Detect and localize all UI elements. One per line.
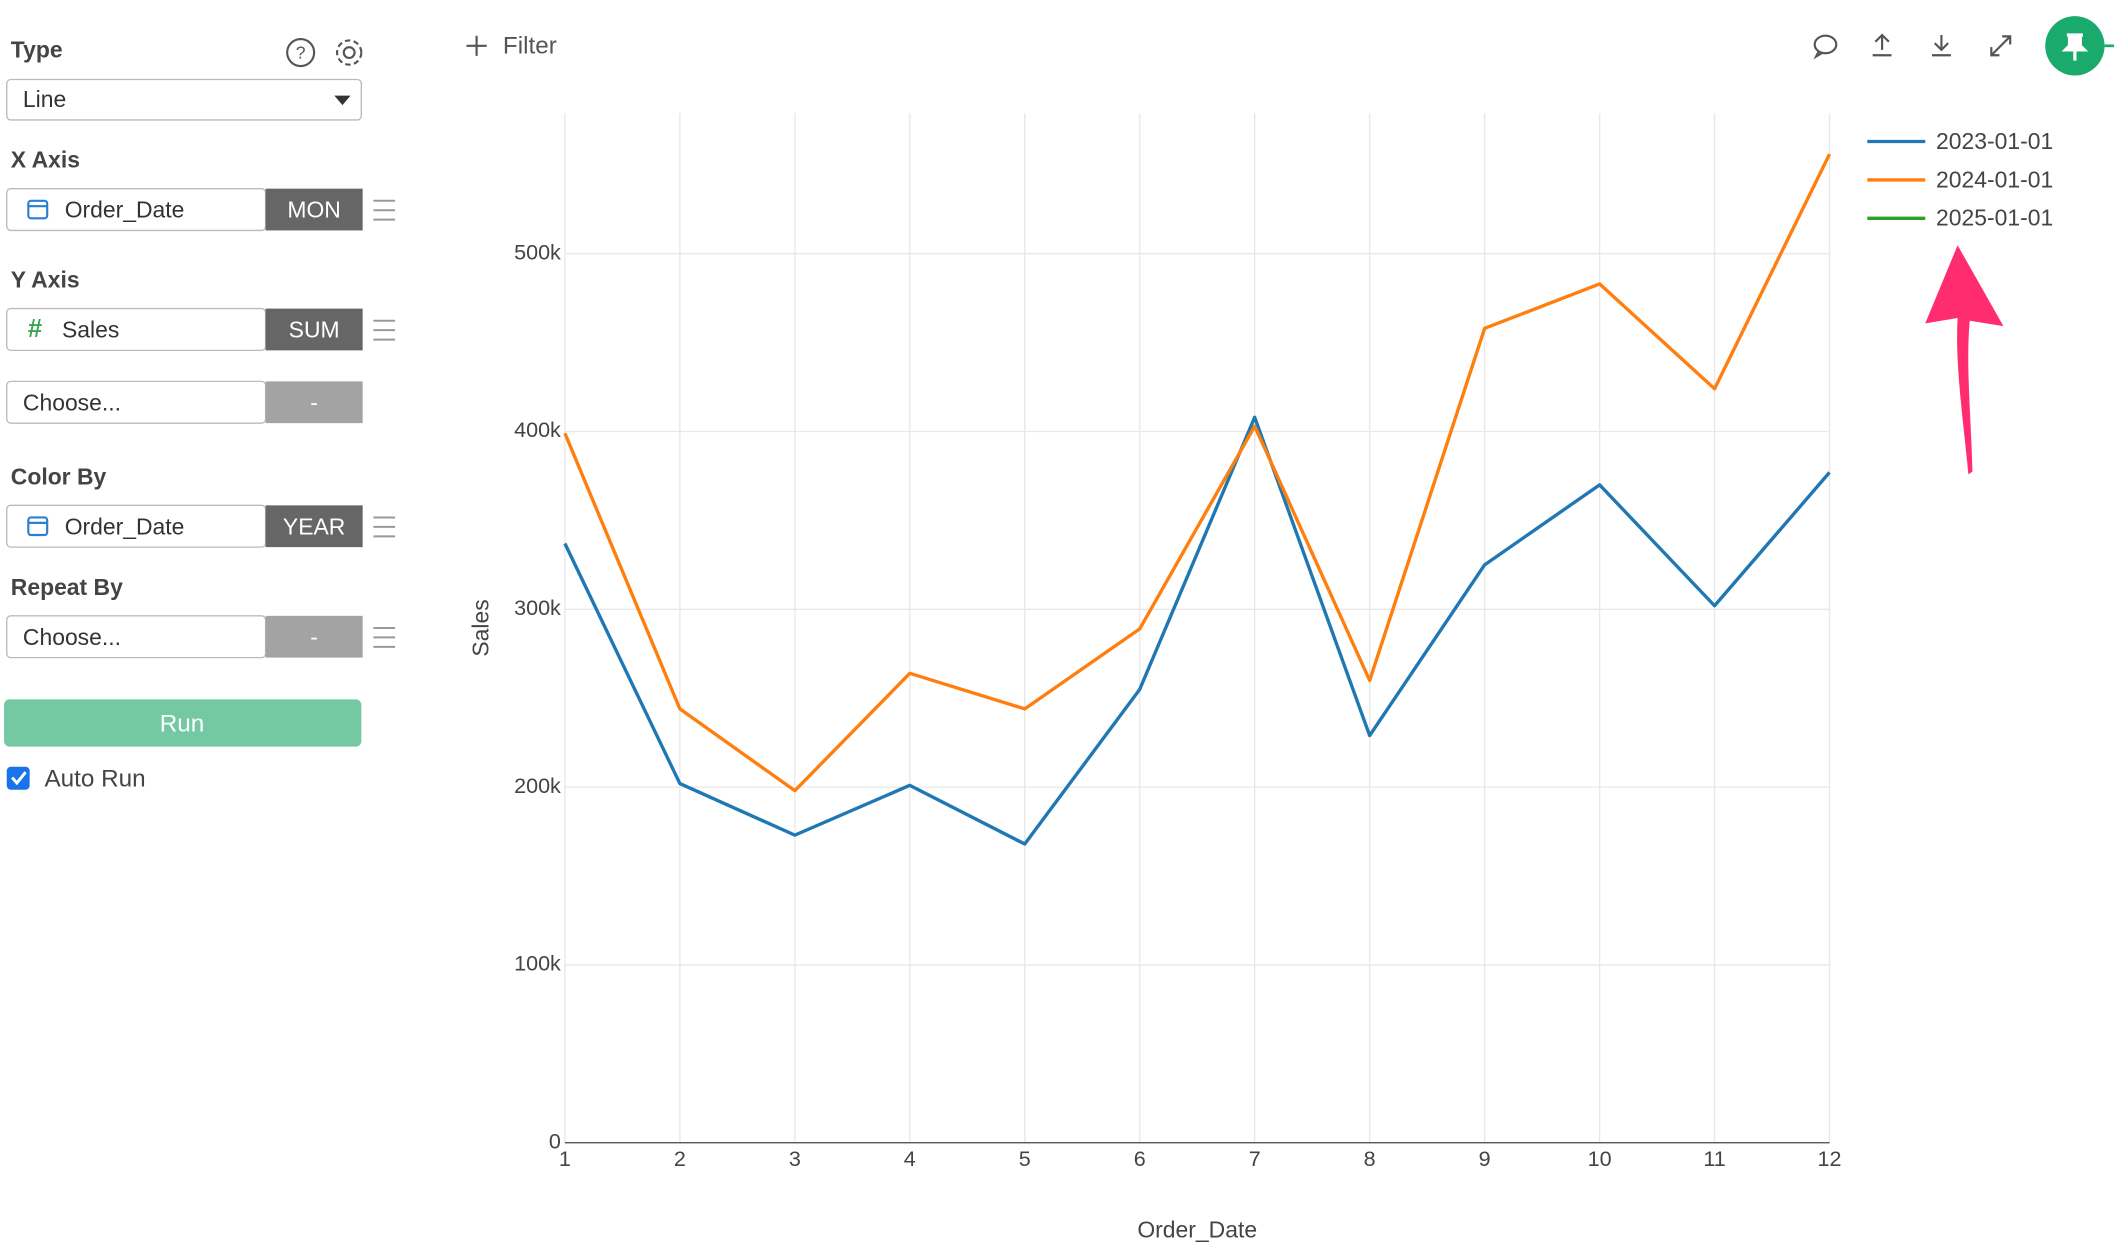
repeat-agg[interactable]: - [265,615,363,658]
label: X Axis [11,147,80,173]
agg: MON [287,197,340,223]
pin-button[interactable] [2045,16,2114,76]
y-tick-label: 500k [514,239,561,264]
label: Type [11,36,63,62]
y-tick-label: 0 [549,1128,561,1153]
legend-label: 2024-01-01 [1936,166,2053,192]
x-axis-title: Order_Date [1137,1217,1257,1243]
y-field[interactable]: # Sales [6,307,267,352]
y-agg[interactable]: SUM [265,308,363,351]
x-tick-label: 2 [674,1146,686,1171]
y-axis-title: Sales [468,599,494,656]
drag-handle[interactable] [373,319,396,341]
filter-button[interactable]: Filter [466,33,557,60]
auto-run-checkbox[interactable] [6,766,30,790]
plot: 1 2 3 4 5 6 7 8 9 10 11 120100k200k300k400k500k2023… [514,113,2053,1171]
x-tick-label: 5 [1019,1146,1031,1171]
field-name: Choose... [23,624,121,650]
series-line [563,415,1831,846]
y-tick-label: 100k [514,951,561,976]
x-tick-label: 8 [1364,1146,1376,1171]
x-tick-label: 4 [904,1146,916,1171]
select-value: Line [23,86,66,112]
comment-icon[interactable] [1813,34,1838,60]
x-tick-label: 7 [1249,1146,1261,1171]
run-button[interactable]: Run [4,699,362,747]
y-extra-agg[interactable]: - [265,381,363,424]
x-tick-label: 11 [1703,1146,1725,1171]
color-field[interactable]: Order_Date [6,504,267,548]
drag-handle[interactable] [373,516,396,538]
y-tick-label: 400k [514,417,561,442]
settings-icon[interactable] [335,39,363,66]
field-name: Sales [62,317,119,343]
y-tick-label: 300k [514,595,561,620]
agg: SUM [289,317,340,343]
x-tick-label: 1 [559,1146,571,1171]
x-tick-label: 12 [1818,1146,1842,1171]
annotation-arrow [1925,245,2004,475]
upload-icon[interactable] [1872,33,1892,57]
field-name: Choose... [23,389,121,415]
legend-label: 2025-01-01 [1936,205,2053,231]
drag-handle[interactable] [373,199,396,221]
type-select[interactable]: Line [6,78,362,121]
x-field[interactable]: Order_Date [6,187,267,232]
y-tick-label: 200k [514,773,561,798]
sidebar: Type ? Line X Axis Order_Date MON Y Axis… [4,36,396,793]
button-label: Run [160,710,205,737]
agg: - [310,389,318,415]
x-tick-label: 10 [1588,1146,1612,1171]
legend-label: 2023-01-01 [1936,128,2053,154]
x-agg[interactable]: MON [265,188,363,231]
color-agg[interactable]: YEAR [265,505,363,548]
field-name: Order_Date [65,513,185,539]
field-name: Order_Date [65,197,185,223]
drag-handle[interactable] [373,626,396,648]
help-icon[interactable]: ? [286,38,316,68]
filter-label: Filter [503,33,557,60]
checkbox-label: Auto Run [44,766,145,793]
expand-icon[interactable] [1990,35,2012,57]
label: Repeat By [11,574,123,600]
series-line [563,153,1832,793]
y-extra-field[interactable]: Choose... [6,380,267,424]
download-icon[interactable] [1931,35,1951,57]
label: Y Axis [11,267,80,293]
x-tick-label: 6 [1134,1146,1146,1171]
agg: - [310,624,318,650]
x-tick-label: 3 [789,1146,801,1171]
label: Color By [11,463,107,489]
x-tick-label: 9 [1479,1146,1491,1171]
svg-text:?: ? [296,43,306,63]
agg: YEAR [283,513,345,539]
repeat-field[interactable]: Choose... [6,615,267,659]
svg-text:#: # [28,315,42,343]
